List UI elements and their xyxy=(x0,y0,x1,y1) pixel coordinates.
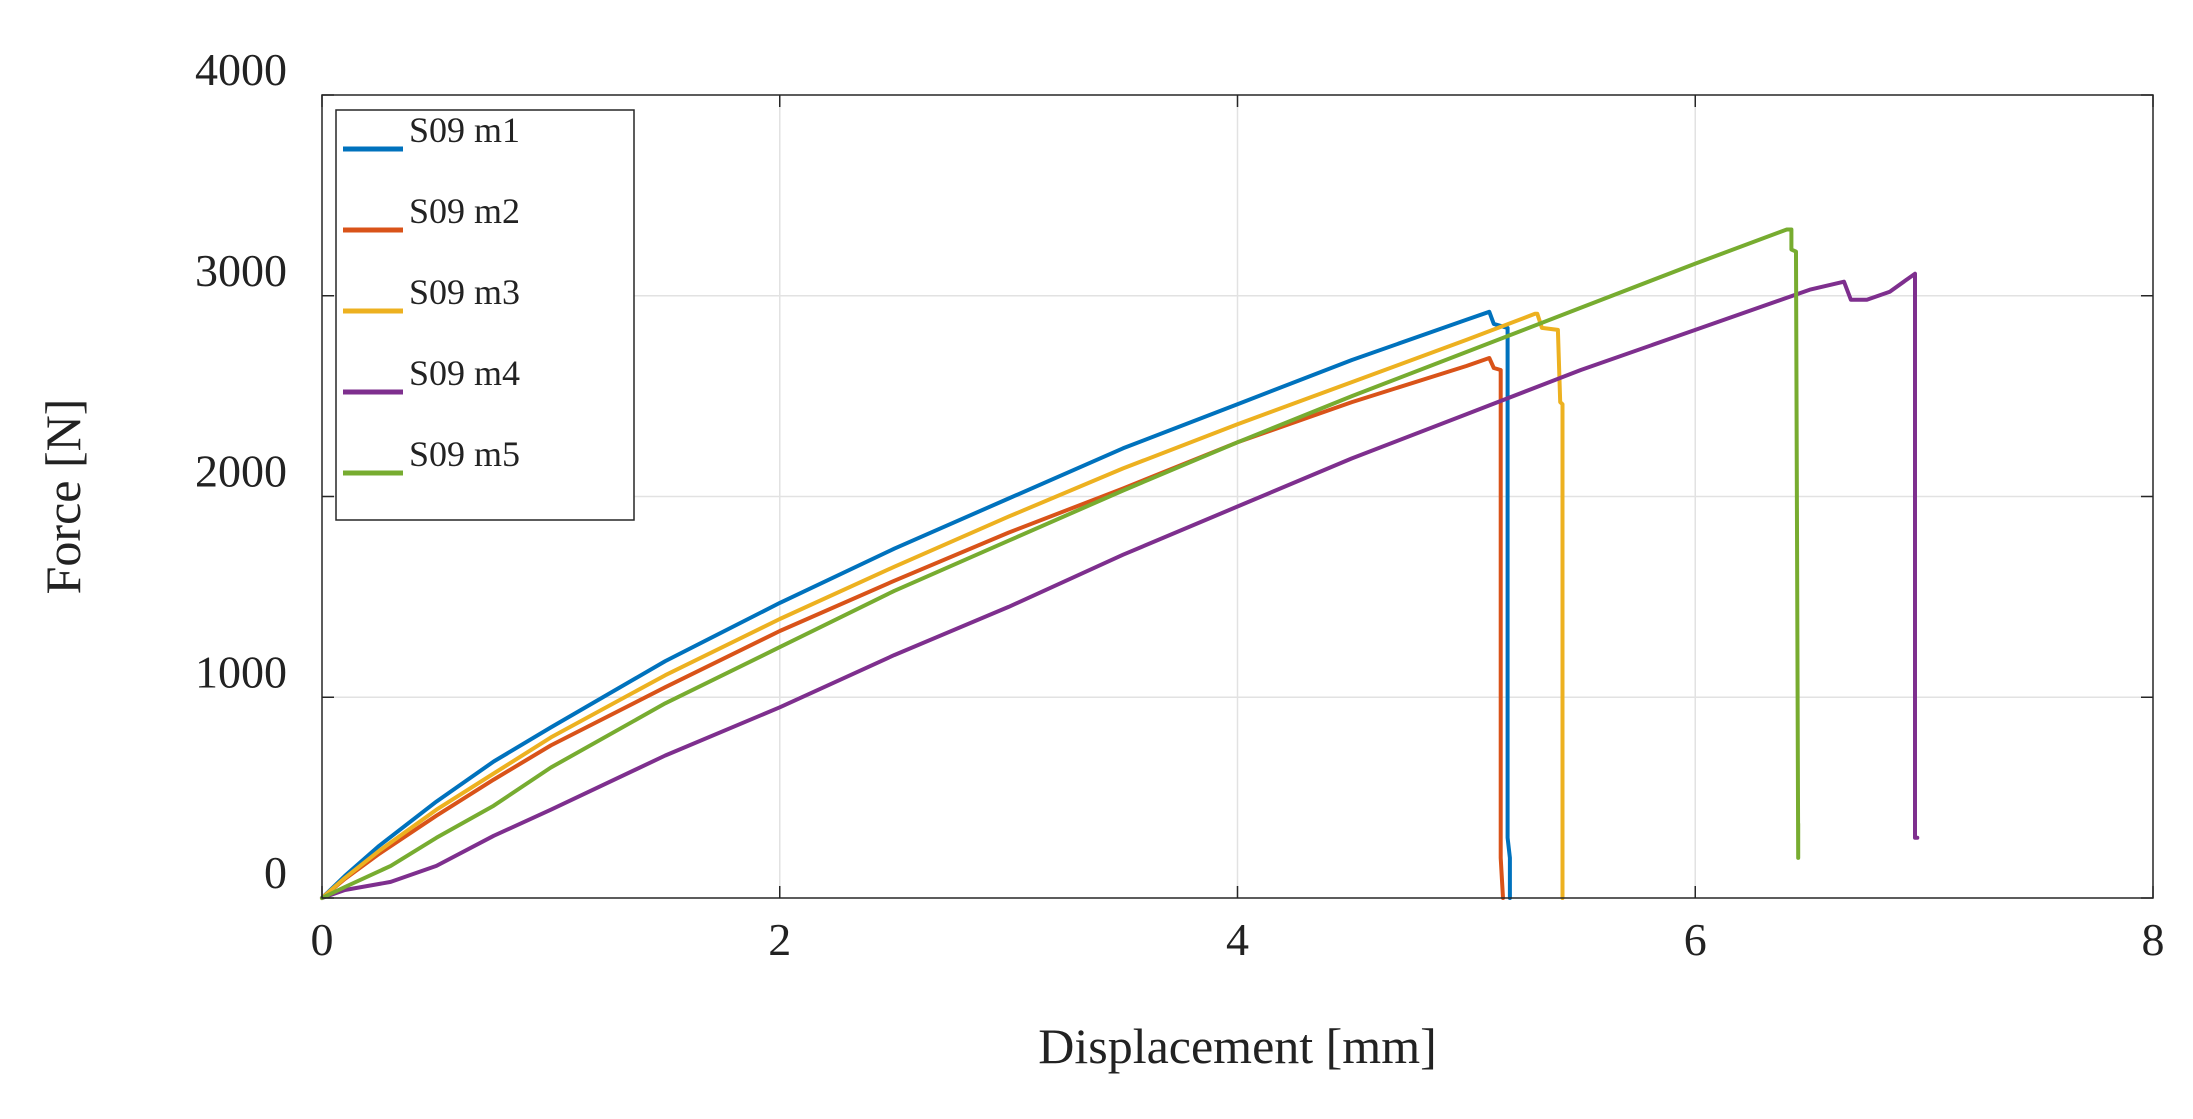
series-line-5 xyxy=(320,227,1801,900)
series-line-3 xyxy=(320,311,1565,900)
tick-layer: 0 2 4 6 8 0 1000 2000 3000 4000 xyxy=(195,44,2165,965)
legend-label: S09 m4 xyxy=(409,353,520,393)
legend-label: S09 m1 xyxy=(409,110,520,150)
legend-label: S09 m3 xyxy=(409,272,520,312)
x-tick-label: 4 xyxy=(1226,914,1249,965)
x-tick-label: 6 xyxy=(1684,914,1707,965)
x-axis-label: Displacement [mm] xyxy=(1038,1018,1437,1074)
series-layer xyxy=(320,227,1920,900)
legend-label: S09 m5 xyxy=(409,434,520,474)
y-tick-label: 4000 xyxy=(195,44,287,95)
x-tick-label: 8 xyxy=(2142,914,2165,965)
y-tick-label: 2000 xyxy=(195,446,287,497)
x-tick-label: 2 xyxy=(768,914,791,965)
y-tick-label: 1000 xyxy=(195,646,287,697)
legend: S09 m1 S09 m2 S09 m3 S09 m4 S09 m5 xyxy=(335,109,635,521)
y-tick-label: 3000 xyxy=(195,245,287,296)
legend-label: S09 m2 xyxy=(409,191,520,231)
series-line-4 xyxy=(320,271,1920,900)
legend-box xyxy=(335,109,635,521)
y-tick-label: 0 xyxy=(264,847,287,898)
y-axis-label: Force [N] xyxy=(35,399,91,595)
series-line-2 xyxy=(320,356,1505,900)
x-tick-label: 0 xyxy=(311,914,334,965)
